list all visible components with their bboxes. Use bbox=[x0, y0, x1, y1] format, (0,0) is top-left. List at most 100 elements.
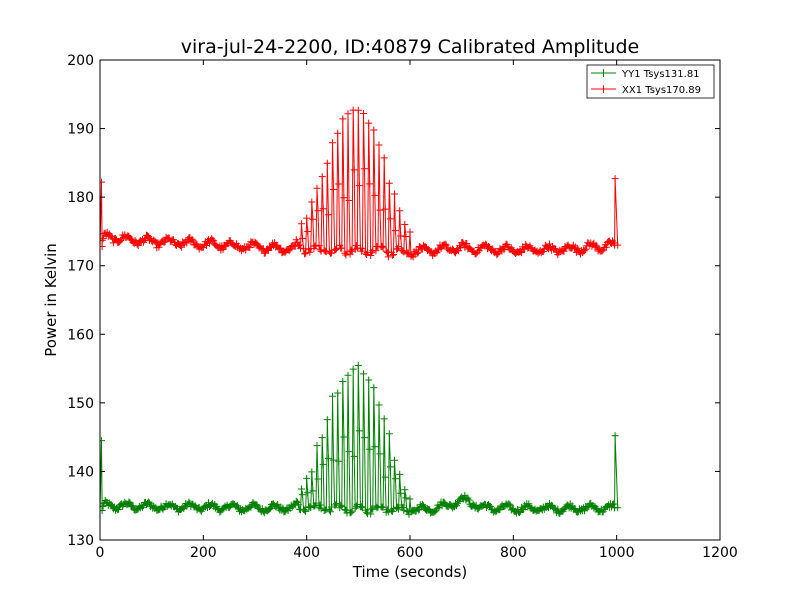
data-point-marker bbox=[309, 487, 317, 495]
data-point-marker bbox=[303, 474, 311, 482]
data-point-marker bbox=[326, 508, 334, 516]
data-point-marker bbox=[155, 243, 163, 251]
data-point-marker bbox=[345, 197, 353, 204]
data-point-marker bbox=[335, 457, 343, 465]
data-point-marker bbox=[344, 371, 352, 379]
data-point-marker bbox=[339, 115, 347, 123]
data-point-marker bbox=[338, 244, 346, 252]
legend-label-yy1: YY1 Tsys131.81 bbox=[621, 69, 700, 80]
data-point-marker bbox=[355, 427, 363, 435]
data-point-marker bbox=[333, 245, 341, 253]
data-point-marker bbox=[340, 194, 348, 202]
data-point-marker bbox=[459, 238, 467, 246]
data-point-marker bbox=[299, 234, 306, 242]
data-point-marker bbox=[363, 508, 371, 516]
legend-marker-xx1: + bbox=[598, 82, 608, 96]
data-point-marker bbox=[396, 207, 404, 215]
data-point-marker bbox=[337, 501, 345, 509]
data-point-marker bbox=[365, 376, 373, 384]
data-point-marker bbox=[380, 415, 388, 423]
data-point-marker bbox=[100, 178, 105, 186]
data-point-marker bbox=[178, 243, 186, 251]
data-point-marker bbox=[319, 205, 327, 213]
data-point-marker bbox=[252, 500, 260, 508]
legend-marker-yy1: + bbox=[598, 66, 608, 80]
data-point-marker bbox=[169, 236, 177, 244]
data-point-marker bbox=[386, 463, 394, 471]
data-point-marker bbox=[330, 456, 337, 464]
data-point-marker bbox=[395, 243, 403, 251]
data-point-marker bbox=[188, 235, 196, 243]
data-point-marker bbox=[332, 246, 340, 254]
x-tick-label: 400 bbox=[293, 545, 320, 561]
data-point-marker bbox=[414, 506, 422, 514]
data-point-marker bbox=[189, 236, 197, 244]
data-point-marker bbox=[319, 460, 327, 468]
data-point-marker bbox=[306, 248, 314, 256]
y-tick-label: 150 bbox=[67, 396, 94, 412]
data-point-marker bbox=[465, 496, 473, 504]
data-point-marker bbox=[384, 508, 392, 516]
data-point-marker bbox=[323, 416, 331, 424]
series-xx1 bbox=[100, 106, 622, 261]
data-point-marker bbox=[391, 456, 398, 464]
data-point-marker bbox=[303, 214, 311, 222]
data-point-marker bbox=[308, 198, 316, 206]
y-tick-label: 160 bbox=[67, 327, 94, 343]
data-point-marker bbox=[381, 473, 389, 481]
data-point-marker bbox=[401, 221, 409, 228]
data-point-marker bbox=[117, 237, 125, 245]
x-axis-title: Time (seconds) bbox=[352, 563, 468, 581]
data-point-marker bbox=[463, 240, 471, 247]
data-point-marker bbox=[298, 220, 305, 228]
x-tick-label: 1200 bbox=[702, 545, 738, 561]
data-point-marker bbox=[388, 251, 396, 259]
data-point-marker bbox=[314, 475, 322, 483]
data-point-marker bbox=[602, 243, 610, 251]
y-tick-label: 200 bbox=[67, 53, 94, 69]
data-point-marker bbox=[380, 154, 388, 162]
data-point-marker bbox=[397, 489, 405, 497]
data-point-marker bbox=[552, 245, 560, 253]
data-point-marker bbox=[308, 468, 316, 476]
data-point-marker bbox=[365, 119, 373, 127]
data-point-marker bbox=[359, 245, 366, 253]
data-point-marker bbox=[400, 506, 408, 514]
data-point-marker bbox=[370, 126, 378, 134]
data-point-marker bbox=[301, 506, 309, 514]
data-point-marker bbox=[441, 240, 449, 248]
data-point-marker bbox=[560, 247, 568, 255]
data-point-marker bbox=[273, 241, 281, 249]
data-point-marker bbox=[402, 494, 410, 502]
data-point-marker bbox=[369, 505, 377, 513]
data-point-marker bbox=[382, 247, 390, 255]
data-point-marker bbox=[457, 244, 465, 252]
data-point-marker bbox=[391, 190, 398, 198]
data-point-marker bbox=[392, 227, 399, 235]
data-point-marker bbox=[573, 244, 581, 252]
data-point-marker bbox=[324, 454, 332, 462]
data-point-marker bbox=[219, 245, 227, 253]
data-point-marker bbox=[334, 129, 342, 137]
data-point-marker bbox=[406, 228, 414, 236]
data-point-marker bbox=[125, 498, 133, 506]
data-point-marker bbox=[339, 378, 347, 385]
data-point-marker bbox=[309, 215, 317, 223]
data-point-marker bbox=[145, 498, 153, 506]
y-axis: 130 140 150 160 170 180 190 200 bbox=[67, 53, 720, 549]
data-point-marker bbox=[582, 245, 590, 253]
data-point-marker bbox=[385, 430, 393, 438]
y-tick-label: 180 bbox=[67, 190, 94, 206]
data-point-marker bbox=[295, 241, 303, 249]
data-point-marker bbox=[285, 247, 293, 255]
data-point-marker bbox=[361, 165, 368, 173]
data-point-marker bbox=[183, 239, 191, 247]
data-point-marker bbox=[496, 506, 504, 513]
data-point-marker bbox=[209, 236, 217, 244]
data-point-marker bbox=[307, 504, 315, 511]
data-point-marker bbox=[372, 247, 380, 255]
data-point-marker bbox=[115, 505, 123, 513]
data-point-marker bbox=[611, 175, 619, 183]
y-tick-label: 170 bbox=[67, 259, 94, 275]
